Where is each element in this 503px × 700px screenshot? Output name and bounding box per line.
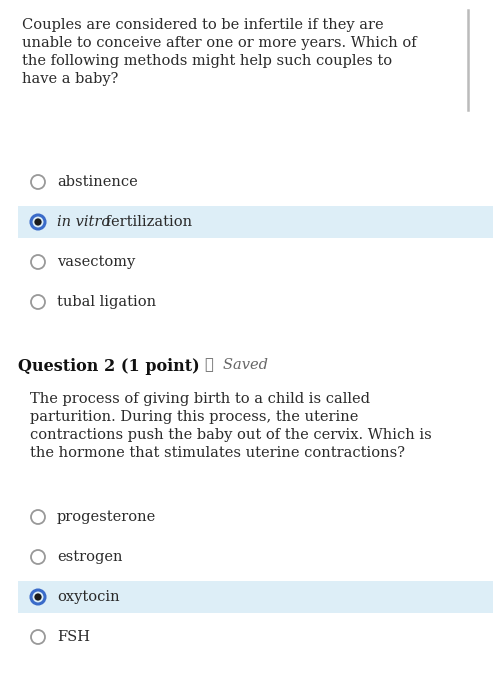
- Text: Question 2 (1 point): Question 2 (1 point): [18, 358, 200, 375]
- Text: unable to conceive after one or more years. Which of: unable to conceive after one or more yea…: [22, 36, 416, 50]
- FancyBboxPatch shape: [18, 206, 493, 238]
- FancyBboxPatch shape: [18, 581, 493, 613]
- Circle shape: [34, 594, 42, 601]
- Text: in vitro: in vitro: [57, 215, 110, 229]
- Text: have a baby?: have a baby?: [22, 72, 118, 86]
- Text: fertilization: fertilization: [101, 215, 192, 229]
- Text: abstinence: abstinence: [57, 175, 138, 189]
- Circle shape: [34, 218, 42, 225]
- Text: contractions push the baby out of the cervix. Which is: contractions push the baby out of the ce…: [30, 428, 432, 442]
- Text: The process of giving birth to a child is called: The process of giving birth to a child i…: [30, 392, 370, 406]
- Text: oxytocin: oxytocin: [57, 590, 120, 604]
- Text: tubal ligation: tubal ligation: [57, 295, 156, 309]
- Text: FSH: FSH: [57, 630, 90, 644]
- Text: parturition. During this process, the uterine: parturition. During this process, the ut…: [30, 410, 358, 424]
- Text: ✓  Saved: ✓ Saved: [205, 357, 268, 371]
- Text: Couples are considered to be infertile if they are: Couples are considered to be infertile i…: [22, 18, 384, 32]
- Text: vasectomy: vasectomy: [57, 255, 135, 269]
- Text: progesterone: progesterone: [57, 510, 156, 524]
- Text: estrogen: estrogen: [57, 550, 123, 564]
- Text: the following methods might help such couples to: the following methods might help such co…: [22, 54, 392, 68]
- Text: the hormone that stimulates uterine contractions?: the hormone that stimulates uterine cont…: [30, 446, 405, 460]
